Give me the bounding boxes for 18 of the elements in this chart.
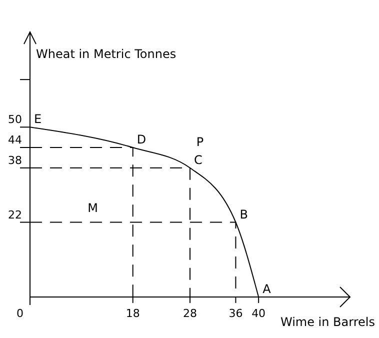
y-tick-label: 22 (8, 208, 22, 222)
annotation: B (240, 207, 248, 222)
x-tick-label: 0 (16, 307, 24, 320)
y-tick-label: 50 (8, 113, 22, 126)
annotation: D (136, 132, 146, 147)
annotation: E (34, 112, 42, 126)
annotation: C (194, 152, 202, 167)
x-axis-title: Wime in Barrels (280, 315, 375, 329)
y-tick-label: 44 (8, 134, 22, 147)
y-axis-title: Wheat in Metric Tonnes (36, 47, 176, 61)
x-tick-label: 36 (228, 307, 243, 320)
x-tick-label: 18 (126, 307, 140, 320)
annotation: P (196, 134, 204, 149)
annotation: M (88, 201, 98, 216)
annotation: A (262, 282, 272, 296)
x-tick-label: 40 (252, 307, 266, 320)
x-tick-label: 28 (183, 307, 197, 320)
y-tick-label: 38 (8, 154, 22, 167)
